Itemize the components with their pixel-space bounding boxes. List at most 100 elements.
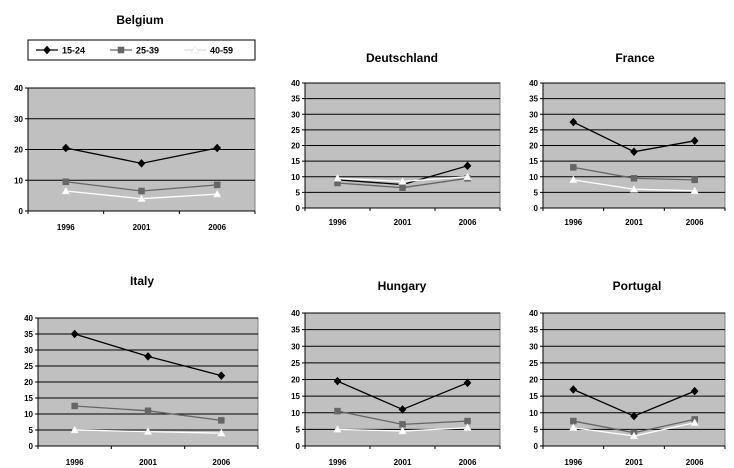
legend-label: 15-24 [62, 46, 85, 56]
y-tick-label: 0 [19, 207, 24, 216]
y-tick-label: 35 [291, 95, 300, 104]
chart-title: Italy [130, 274, 154, 288]
data-point-40-59 [568, 423, 578, 431]
chart-title: Hungary [378, 279, 427, 293]
x-tick-label: 2001 [625, 218, 643, 227]
y-tick-label: 10 [14, 176, 23, 185]
chart-italy: Italy 0 5 10 15 20 25 30 35 40 1996 2001 2006 [24, 274, 259, 467]
y-tick-label: 10 [529, 409, 538, 418]
y-tick-label: 20 [24, 378, 33, 387]
data-point-40-59 [690, 186, 700, 195]
y-tick-label: 25 [24, 362, 33, 371]
data-point-15-24 [213, 143, 222, 153]
y-tick-label: 30 [291, 342, 300, 351]
data-point-25-39 [399, 184, 406, 191]
y-tick-label: 30 [529, 342, 538, 351]
chart-title: France [615, 51, 655, 65]
data-point-40-59 [568, 175, 578, 184]
y-tick-label: 5 [534, 188, 539, 197]
x-tick-label: 1996 [66, 458, 84, 467]
data-point-15-24 [569, 385, 578, 394]
legend-marker [190, 45, 200, 54]
y-tick-label: 40 [14, 84, 23, 93]
data-point-40-59 [137, 194, 146, 202]
data-point-15-24 [398, 405, 407, 414]
y-tick-label: 0 [296, 442, 301, 451]
x-tick-label: 2006 [459, 458, 477, 467]
y-tick-label: 35 [529, 326, 538, 335]
data-point-15-24 [690, 386, 699, 396]
y-tick-label: 15 [529, 157, 538, 166]
y-tick-label: 35 [291, 326, 300, 335]
data-point-15-24 [217, 371, 226, 380]
data-point-25-39 [570, 417, 577, 425]
data-point-40-59 [629, 431, 639, 440]
chart-portugal: Portugal 0 5 10 15 20 25 30 35 40 1996 2001 2006 [529, 279, 726, 467]
data-point-40-59 [629, 184, 639, 193]
y-tick-label: 40 [529, 309, 538, 318]
y-tick-label: 5 [534, 425, 539, 434]
chart-deutschland: Deutschland 0 5 10 15 20 25 30 35 40 1996 2001 2006 [291, 51, 501, 227]
y-tick-label: 35 [529, 95, 538, 104]
data-point-25-39 [213, 181, 221, 189]
y-tick-label: 20 [529, 376, 538, 385]
data-point-15-24 [630, 147, 638, 157]
chart-belgium: Belgium 0 10 20 30 40 1996 2001 2006 [14, 13, 256, 232]
chart-hungary: Hungary 0 5 10 15 20 25 30 35 40 1996 2001 2006 [291, 279, 501, 467]
y-tick-label: 20 [291, 376, 300, 385]
data-point-25-39 [62, 178, 70, 186]
chart-title: Belgium [116, 13, 163, 27]
data-point-40-59 [463, 423, 472, 431]
data-point-25-39 [630, 175, 638, 182]
data-point-40-59 [333, 424, 342, 433]
x-tick-label: 1996 [329, 218, 347, 227]
y-tick-label: 20 [529, 142, 538, 151]
legend: 15-24 25-39 40-59 [27, 39, 256, 61]
data-point-15-24 [144, 352, 152, 361]
x-tick-label: 2006 [208, 223, 226, 232]
x-tick-label: 2001 [139, 458, 157, 467]
x-tick-label: 2006 [686, 458, 704, 467]
y-tick-label: 15 [291, 392, 300, 401]
data-point-15-24 [61, 143, 70, 153]
y-tick-label: 25 [529, 359, 538, 368]
x-tick-label: 1996 [564, 218, 582, 227]
y-tick-label: 15 [291, 157, 300, 166]
legend-marker [117, 46, 125, 54]
x-tick-label: 1996 [329, 458, 347, 467]
x-tick-label: 2001 [133, 223, 151, 232]
data-point-40-59 [690, 418, 700, 426]
data-point-40-59 [333, 173, 342, 182]
data-point-40-59 [463, 172, 472, 180]
data-point-15-24 [569, 117, 578, 127]
y-tick-label: 30 [24, 346, 33, 355]
x-tick-label: 2001 [394, 218, 412, 227]
x-tick-label: 2001 [625, 458, 643, 467]
y-tick-label: 0 [534, 442, 539, 451]
data-point-40-59 [143, 427, 153, 435]
y-tick-label: 10 [291, 173, 300, 182]
data-point-15-24 [463, 161, 472, 171]
y-tick-label: 40 [291, 79, 300, 88]
data-point-15-24 [463, 378, 472, 388]
y-tick-label: 0 [29, 442, 34, 451]
x-tick-label: 2001 [394, 458, 412, 467]
data-point-40-59 [216, 428, 226, 437]
legend-label: 40-59 [210, 46, 233, 56]
data-point-40-59 [212, 189, 222, 198]
chart-title: Portugal [613, 279, 662, 293]
x-tick-label: 1996 [57, 223, 75, 232]
y-tick-label: 25 [291, 359, 300, 368]
y-tick-label: 0 [296, 204, 301, 213]
y-tick-label: 5 [296, 425, 301, 434]
data-point-25-39 [464, 417, 471, 425]
data-point-15-24 [333, 376, 342, 386]
y-tick-label: 5 [29, 426, 34, 435]
data-point-40-59 [61, 186, 71, 195]
data-point-40-59 [398, 176, 407, 185]
y-tick-label: 40 [291, 309, 300, 318]
data-point-15-24 [70, 329, 79, 339]
data-point-40-59 [398, 426, 407, 435]
data-point-25-39 [71, 402, 78, 410]
